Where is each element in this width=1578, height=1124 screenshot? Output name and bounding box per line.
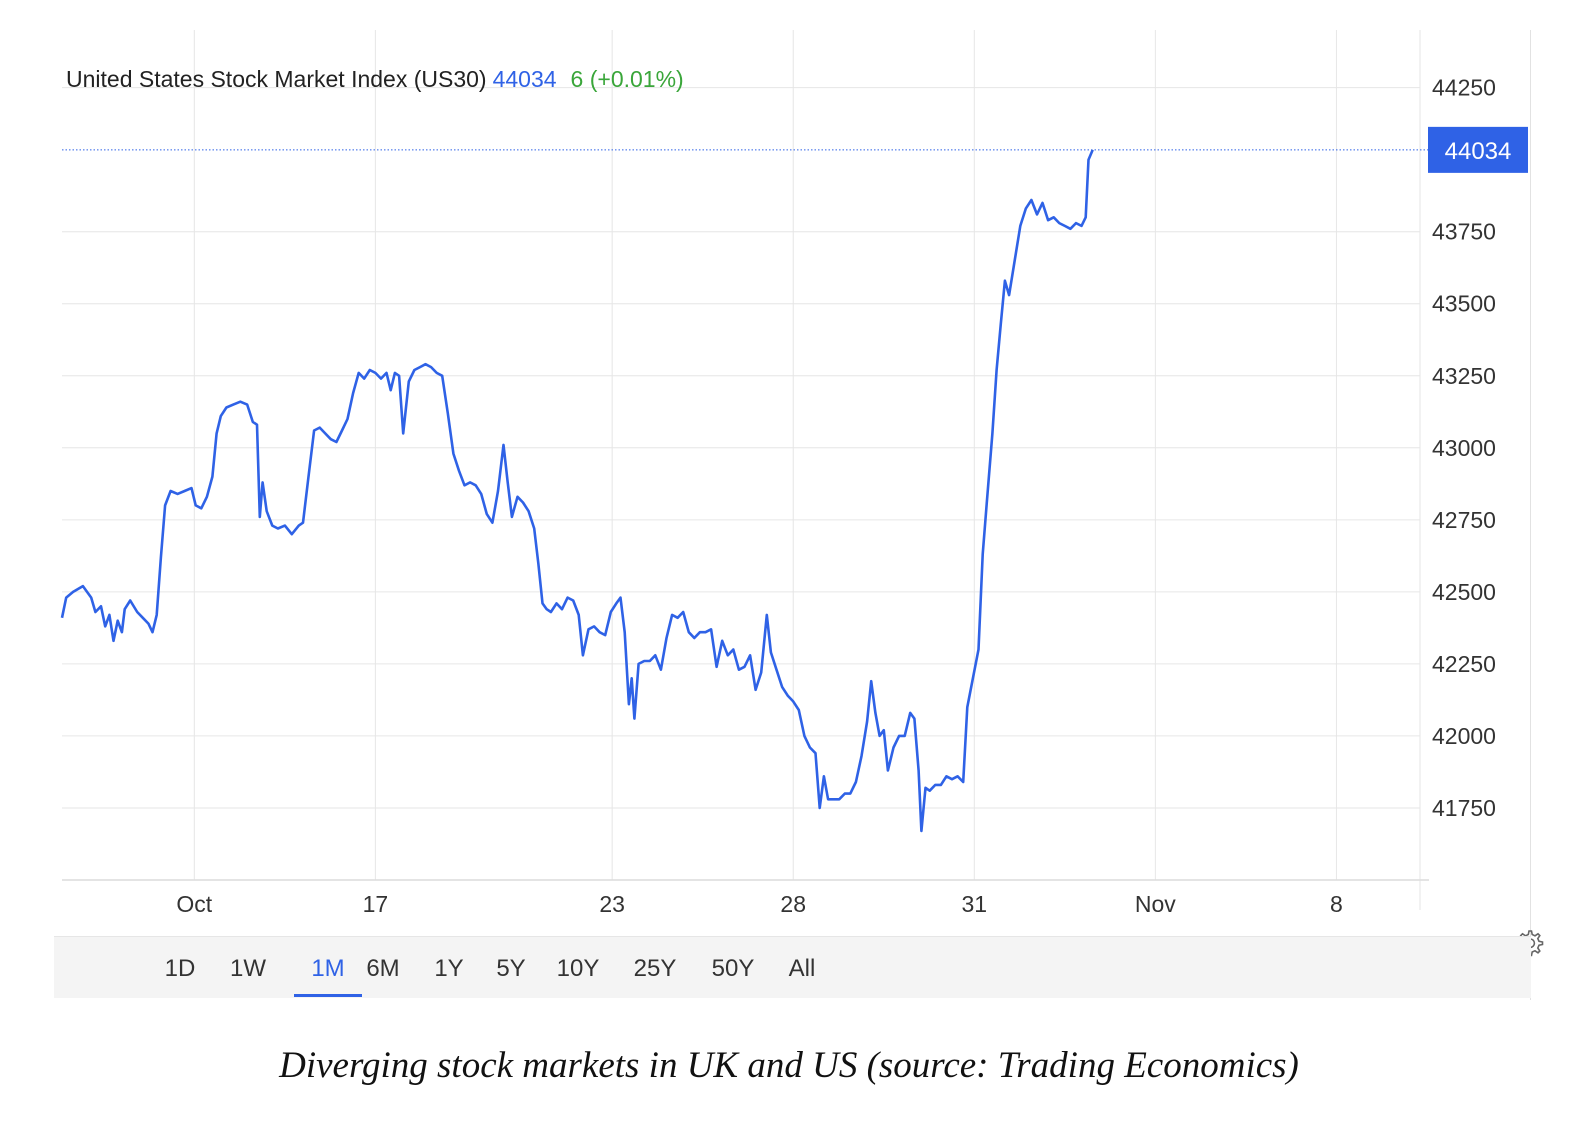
range-button-1d[interactable]: 1D xyxy=(164,955,196,982)
y-tick-label: 43250 xyxy=(1432,363,1496,389)
x-tick-label: 23 xyxy=(599,891,625,917)
y-tick-label: 43500 xyxy=(1432,291,1496,317)
x-tick-label: Nov xyxy=(1135,891,1176,917)
figure-caption: Diverging stock markets in UK and US (so… xyxy=(279,1045,1299,1086)
series-line-US30 xyxy=(60,149,1094,833)
current-value-badge-label: 44034 xyxy=(1445,138,1512,165)
range-button-10y[interactable]: 10Y xyxy=(556,955,600,982)
range-button-50y[interactable]: 50Y xyxy=(711,955,755,982)
last-value: 44034 xyxy=(492,66,557,92)
y-tick-label: 42000 xyxy=(1432,723,1496,749)
range-button-6m[interactable]: 6M xyxy=(366,955,400,982)
y-tick-label: 42500 xyxy=(1432,579,1496,605)
current-value-badge xyxy=(1428,126,1528,173)
range-button-1w[interactable]: 1W xyxy=(230,955,266,982)
x-tick-label: 8 xyxy=(1330,891,1343,917)
range-button-1y[interactable]: 1Y xyxy=(434,955,464,982)
y-tick-label: 42250 xyxy=(1432,651,1496,677)
chart-title: United States Stock Market Index (US30) xyxy=(66,66,487,92)
x-tick-label: 31 xyxy=(962,891,988,917)
range-button-all[interactable]: All xyxy=(788,955,816,982)
x-tick-label: Oct xyxy=(176,891,212,917)
y-tick-label: 43750 xyxy=(1432,219,1496,245)
x-tick-label: 28 xyxy=(780,891,806,917)
x-tick-label: 17 xyxy=(363,891,389,917)
y-tick-label: 43000 xyxy=(1432,435,1496,461)
range-button-5y[interactable]: 5Y xyxy=(496,955,526,982)
chart-header: United States Stock Market Index (US30) 4… xyxy=(66,66,684,93)
range-button-1m[interactable]: 1M xyxy=(294,955,362,997)
change-value: 6 (+0.01%) xyxy=(570,66,684,92)
time-range-bar: 1D 1W 1M 6M 1Y 5Y 10Y 25Y 50Y All xyxy=(54,936,1531,998)
range-button-25y[interactable]: 25Y xyxy=(633,955,677,982)
y-tick-label: 42750 xyxy=(1432,507,1496,533)
y-tick-label: 41750 xyxy=(1432,795,1496,821)
y-tick-label: 44250 xyxy=(1432,75,1496,101)
chart-frame: 44250 43750 43500 43250 43000 42750 42500 42250… xyxy=(54,30,1544,1000)
price-chart: 44250 43750 43500 43250 43000 42750 42500 42250… xyxy=(60,30,1528,917)
